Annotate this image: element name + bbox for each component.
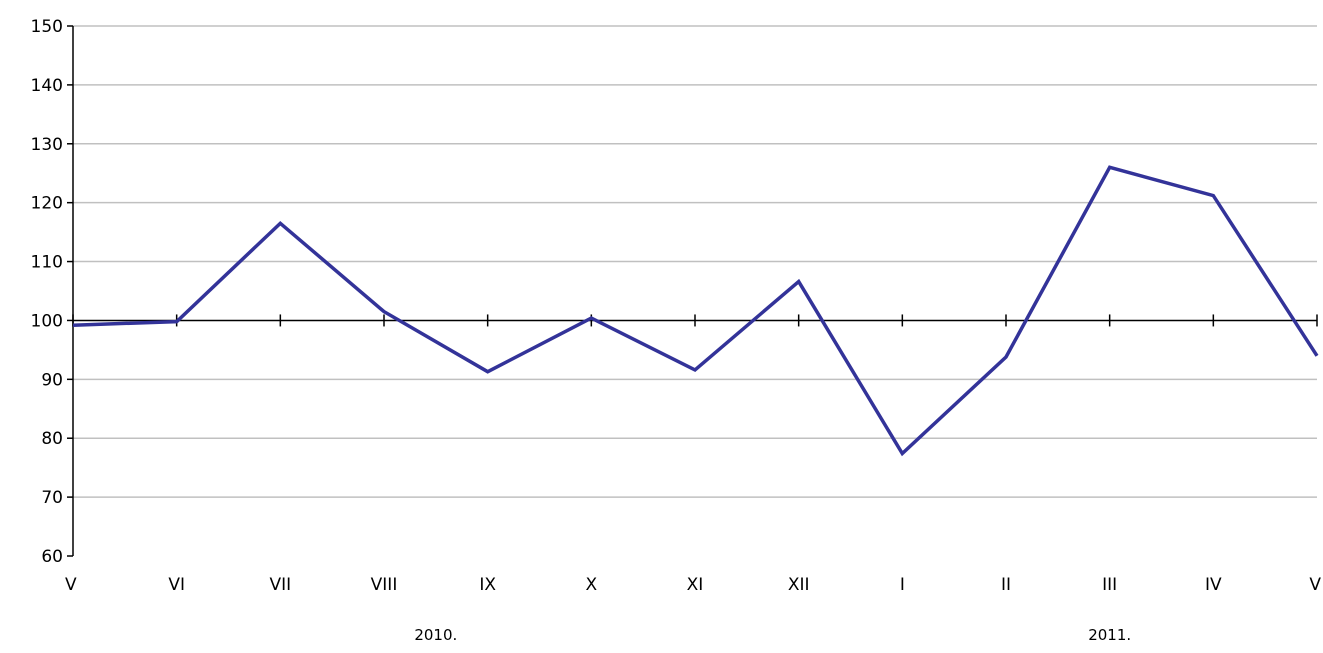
y-tick-label-100: 100: [31, 311, 63, 331]
x-tick-label-11: IV: [1205, 575, 1222, 595]
y-tick-label-140: 140: [31, 76, 63, 96]
axes: [67, 26, 1317, 556]
y-tick-label-70: 70: [41, 488, 63, 508]
series: [73, 167, 1317, 453]
y-tick-label-130: 130: [31, 135, 63, 155]
y-tick-label-60: 60: [41, 547, 63, 567]
x-tick-label-1: VI: [168, 575, 185, 595]
y-tick-label-150: 150: [31, 17, 63, 37]
x-tick-label-5: X: [586, 575, 598, 595]
x-tick-label-9: II: [1001, 575, 1011, 595]
x-tick-label-4: IX: [479, 575, 496, 595]
x-tick-label-0: V: [65, 575, 77, 595]
x-tick-label-7: XII: [788, 575, 810, 595]
x-group-label-0: 2010.: [414, 626, 457, 644]
series-line-0: [73, 167, 1317, 453]
x-tick-label-8: I: [900, 575, 905, 595]
x-tick-label-3: VIII: [371, 575, 398, 595]
x-tick-label-2: VII: [269, 575, 291, 595]
y-tick-label-90: 90: [41, 370, 63, 390]
gridlines: [73, 26, 1317, 497]
y-tick-label-110: 110: [31, 253, 63, 273]
y-tick-label-120: 120: [31, 194, 63, 214]
y-tick-label-80: 80: [41, 429, 63, 449]
x-tick-label-10: III: [1102, 575, 1117, 595]
x-tick-label-6: XI: [687, 575, 704, 595]
x-tick-label-12: V: [1309, 575, 1321, 595]
x-group-label-1: 2011.: [1088, 626, 1131, 644]
